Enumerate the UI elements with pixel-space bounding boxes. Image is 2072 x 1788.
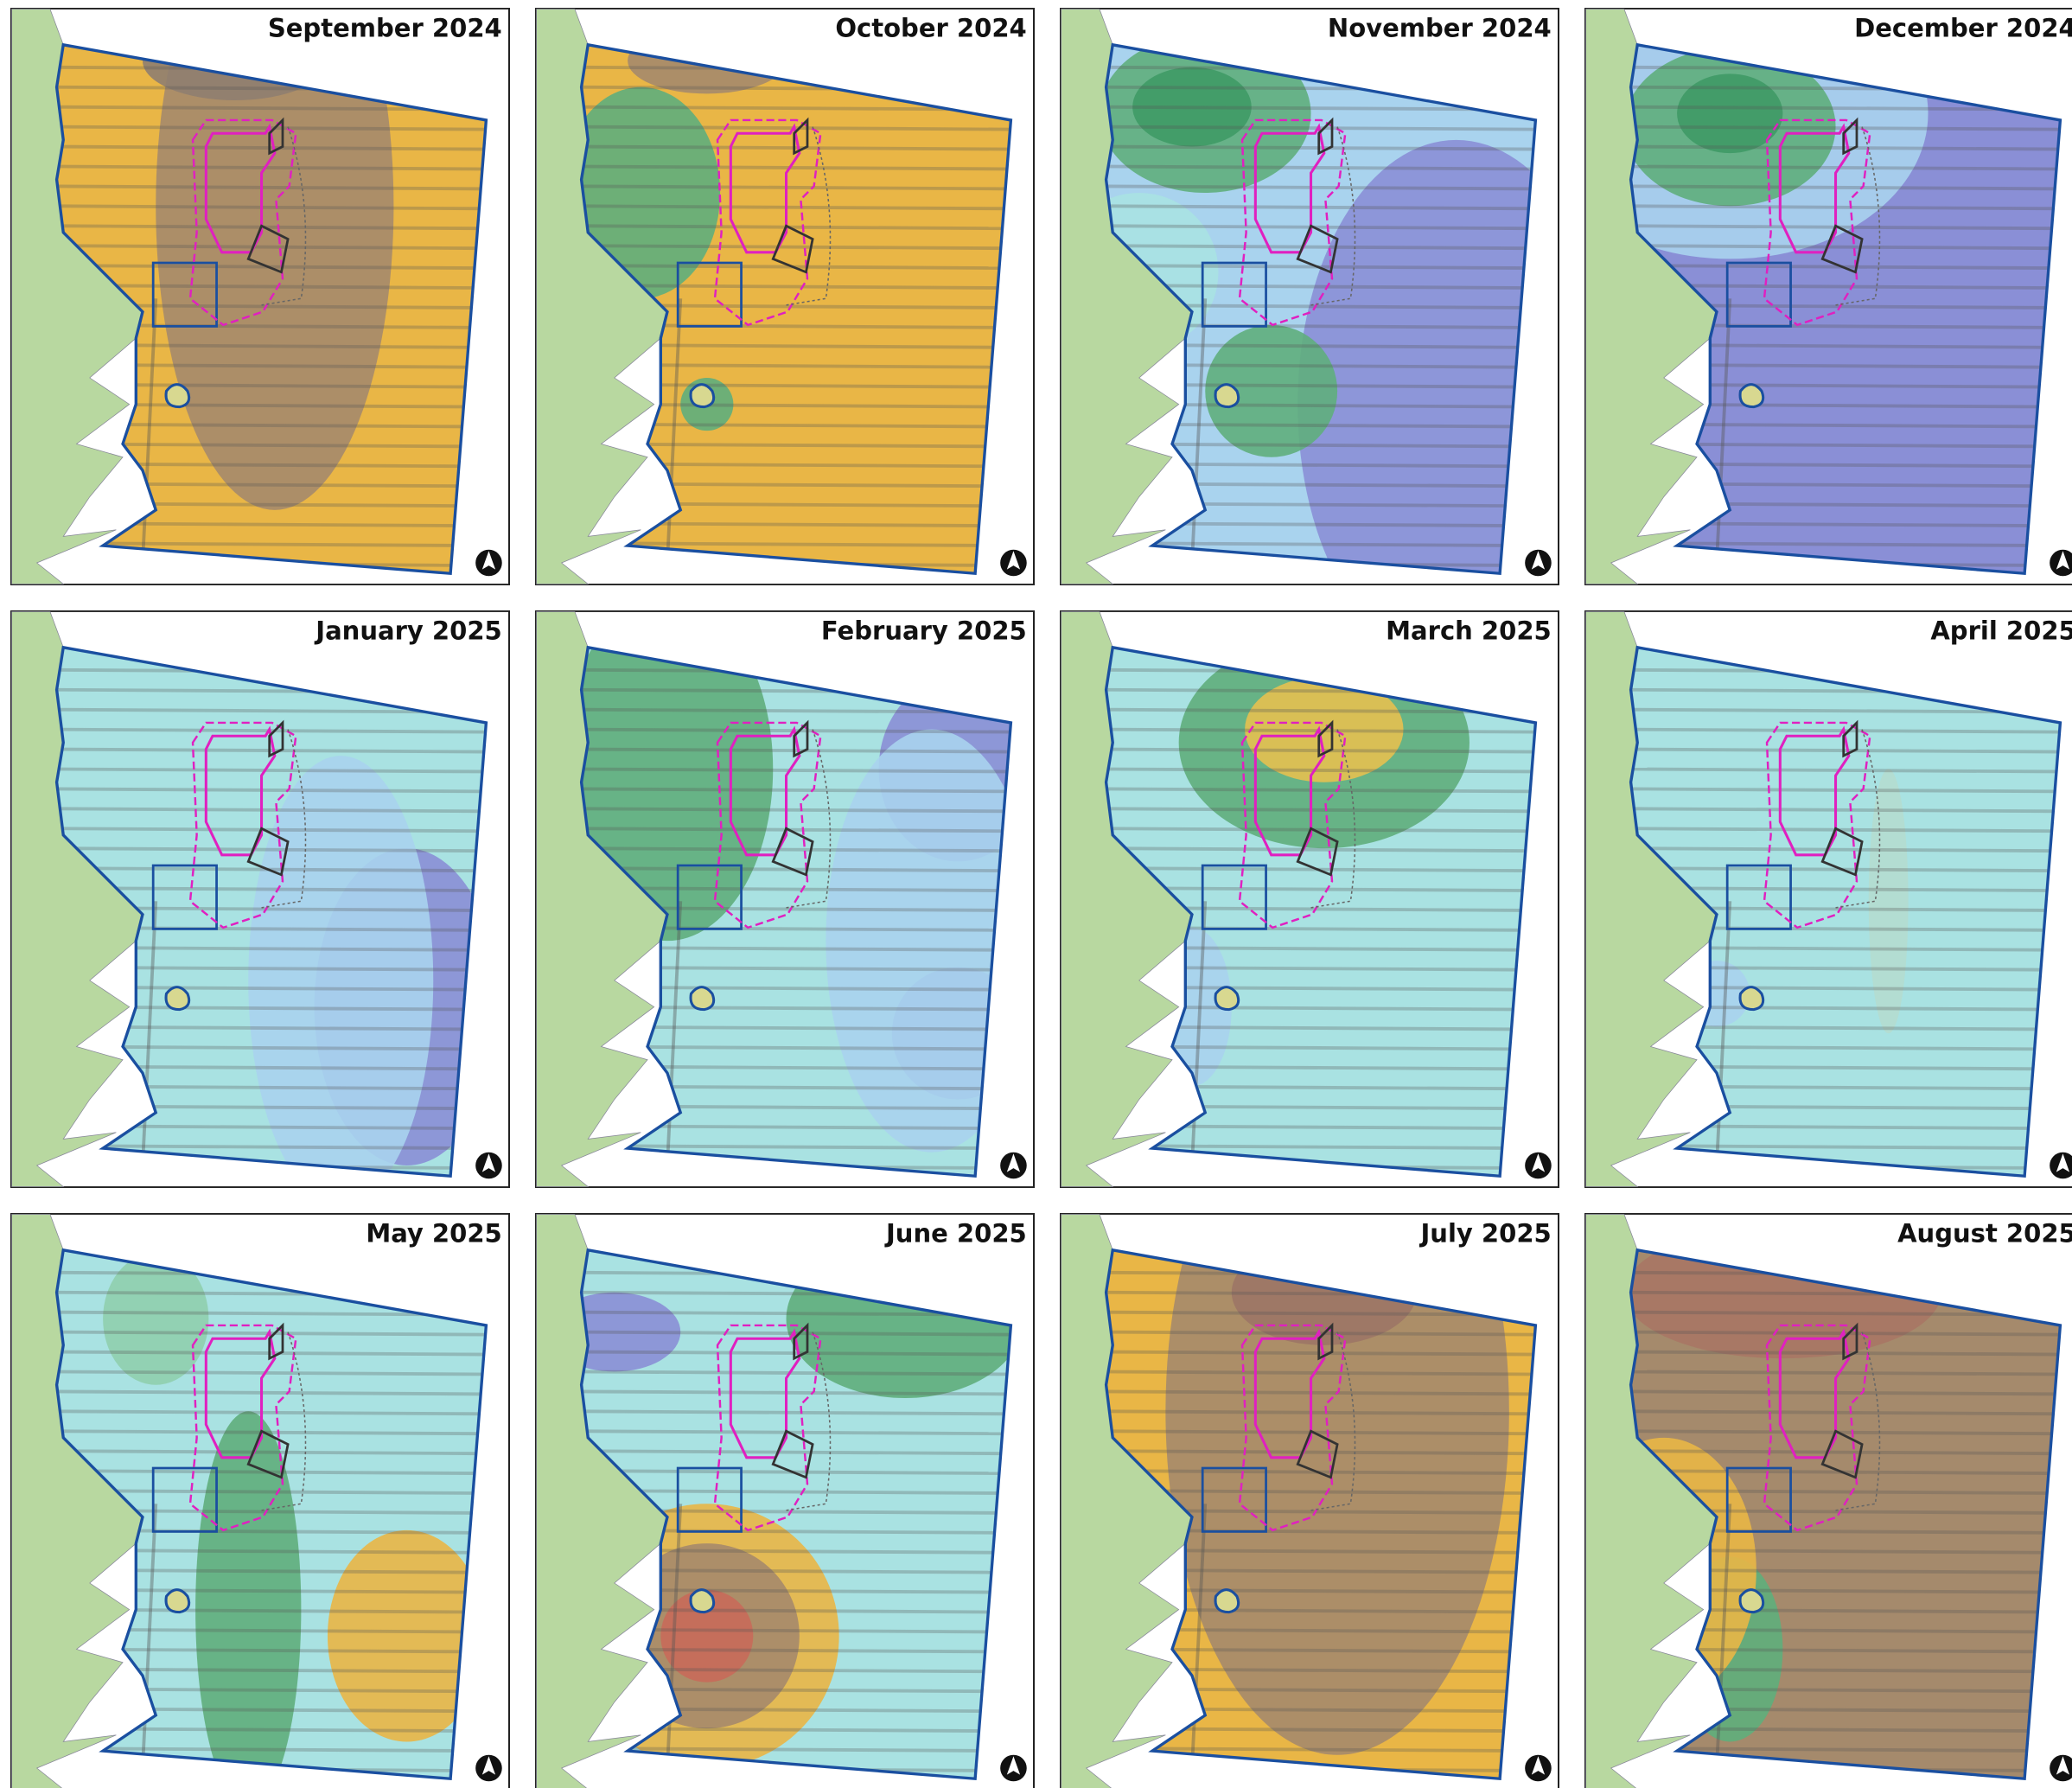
map-panel: February 2025	[535, 610, 1035, 1188]
island	[1215, 385, 1239, 407]
island	[1740, 987, 1763, 1010]
island	[1215, 1590, 1239, 1612]
island	[166, 1590, 189, 1612]
panel-title: January 2025	[314, 616, 501, 646]
map-panel: September 2024	[10, 8, 510, 585]
map-panel: January 2025	[10, 610, 510, 1188]
map-panel: October 2024	[535, 8, 1035, 585]
map-grid: September 2024 October 2024 November 2024 D…	[0, 0, 2072, 1788]
map-panel: July 2025	[1060, 1213, 1559, 1788]
island	[1215, 987, 1239, 1010]
panel-title: April 2025	[1930, 616, 2072, 646]
page: September 2024 October 2024 November 2024 D…	[0, 0, 2072, 1788]
map-panel: December 2024	[1584, 8, 2072, 585]
island	[166, 385, 189, 407]
panel-title: March 2025	[1386, 616, 1552, 646]
panel-title: October 2024	[835, 14, 1026, 43]
island	[691, 987, 714, 1010]
island	[166, 987, 189, 1010]
map-panel: May 2025	[10, 1213, 510, 1788]
panel-title: August 2025	[1897, 1219, 2072, 1248]
panel-title: September 2024	[268, 14, 502, 43]
panel-title: November 2024	[1328, 14, 1552, 43]
map-panel: June 2025	[535, 1213, 1035, 1788]
panel-title: June 2025	[884, 1219, 1027, 1248]
map-panel: April 2025	[1584, 610, 2072, 1188]
panel-title: May 2025	[366, 1219, 501, 1248]
map-panel: November 2024	[1060, 8, 1559, 585]
island	[691, 385, 714, 407]
map-panel: March 2025	[1060, 610, 1559, 1188]
panel-title: February 2025	[821, 616, 1027, 646]
panel-title: December 2024	[1854, 14, 2072, 43]
map-panel: August 2025	[1584, 1213, 2072, 1788]
island	[1740, 1590, 1763, 1612]
island	[691, 1590, 714, 1612]
panel-title: July 2025	[1419, 1219, 1551, 1248]
heat-zone	[248, 756, 433, 1188]
island	[1740, 385, 1763, 407]
